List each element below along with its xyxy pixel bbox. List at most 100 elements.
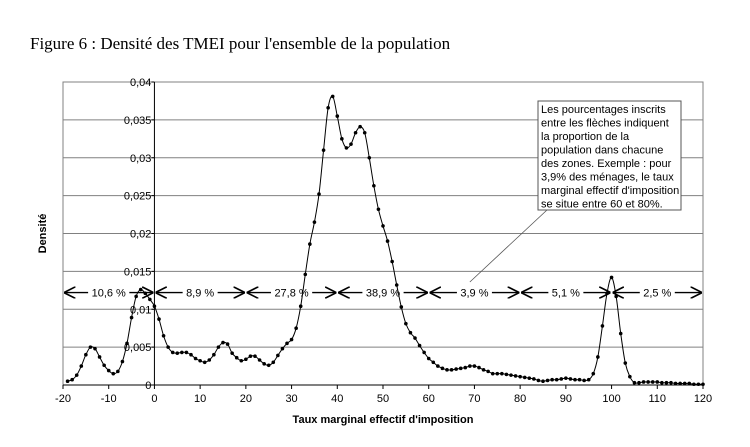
zone-label: 8,9 % [186,288,214,300]
y-tick-label: 0 [145,380,151,392]
data-point [157,317,161,321]
data-point [399,305,404,309]
data-point [422,350,426,355]
data-point [454,367,458,371]
data-point [413,336,417,340]
data-point [682,381,687,386]
data-point [504,372,509,377]
data-point [609,275,614,280]
y-tick-label: 0,005 [124,342,152,354]
data-point [404,321,408,326]
data-point [660,380,664,385]
data-point [244,357,248,362]
data-point [650,380,655,384]
data-point [545,378,550,383]
data-point [436,364,440,368]
data-point [161,333,166,338]
data-point [335,114,340,118]
data-point [408,330,413,335]
y-tick-label: 0,035 [124,115,152,127]
data-point [696,382,701,387]
data-point [554,377,559,382]
data-point [248,354,253,359]
data-point [632,380,637,385]
data-point [687,381,692,386]
data-point [692,382,696,387]
data-point [376,207,381,212]
data-point [472,364,477,368]
data-point [253,354,257,359]
data-point [134,294,138,299]
zone-label: 38,9 % [366,288,400,300]
data-point [170,350,175,355]
data-point [321,148,326,152]
data-point [372,183,376,188]
data-point [152,304,157,309]
data-point [257,358,262,362]
y-tick-label: 0,025 [124,191,152,203]
data-point [166,345,170,349]
x-axis-title: Taux marginal effectif d'imposition [293,414,474,426]
data-point [500,371,504,376]
data-point [573,377,577,382]
data-point [148,297,152,302]
data-point [596,355,600,359]
data-point [623,361,628,365]
data-point [518,374,522,379]
data-point [175,351,180,355]
data-point [536,378,541,383]
zone-label: 3,9 % [460,288,488,300]
data-point [618,331,623,336]
data-point [308,242,312,246]
data-point [184,350,189,355]
data-point [522,375,527,380]
data-point [426,356,431,361]
data-point [344,146,349,150]
data-point [79,364,84,368]
data-point [641,380,646,384]
data-point [440,366,445,371]
annotation-line: 3,9% des ménages, le taux [541,172,674,184]
data-point [490,371,495,376]
data-point [559,377,564,381]
zone-label: 2,5 % [643,288,671,300]
data-point [106,368,111,373]
annotation-box [537,100,682,211]
data-point [532,377,536,381]
data-point [568,377,573,381]
data-point [271,360,276,365]
x-tick-label: 80 [514,393,526,405]
data-point [116,369,120,374]
data-point [481,368,486,372]
data-point [193,356,198,361]
x-tick-label: 10 [194,393,206,405]
data-point [202,360,207,365]
data-point [70,377,74,382]
x-tick-label: 50 [377,393,389,405]
data-point [394,283,399,287]
data-point [353,130,358,135]
data-point [367,155,372,160]
annotation-line: se situe entre 60 et 80%. [541,199,663,211]
data-point [586,377,591,382]
data-point [239,358,244,363]
data-point [628,374,632,379]
data-point [577,377,582,382]
x-tick-label: 60 [423,393,435,405]
data-point [230,351,234,355]
data-point [527,376,532,380]
x-tick-label: -20 [55,393,71,405]
x-tick-label: 90 [560,393,572,405]
annotation-line: entre les flèches indiquent [541,118,669,130]
y-tick-label: 0,02 [130,229,151,241]
data-point [458,366,463,371]
annotation-line: la proportion de la [541,131,630,143]
data-point [637,380,641,385]
y-tick-label: 0,01 [130,304,151,316]
data-point [262,361,266,366]
data-point [591,371,596,376]
data-point [358,124,362,129]
data-point [303,272,308,277]
data-point [326,105,330,110]
data-point [317,192,321,196]
